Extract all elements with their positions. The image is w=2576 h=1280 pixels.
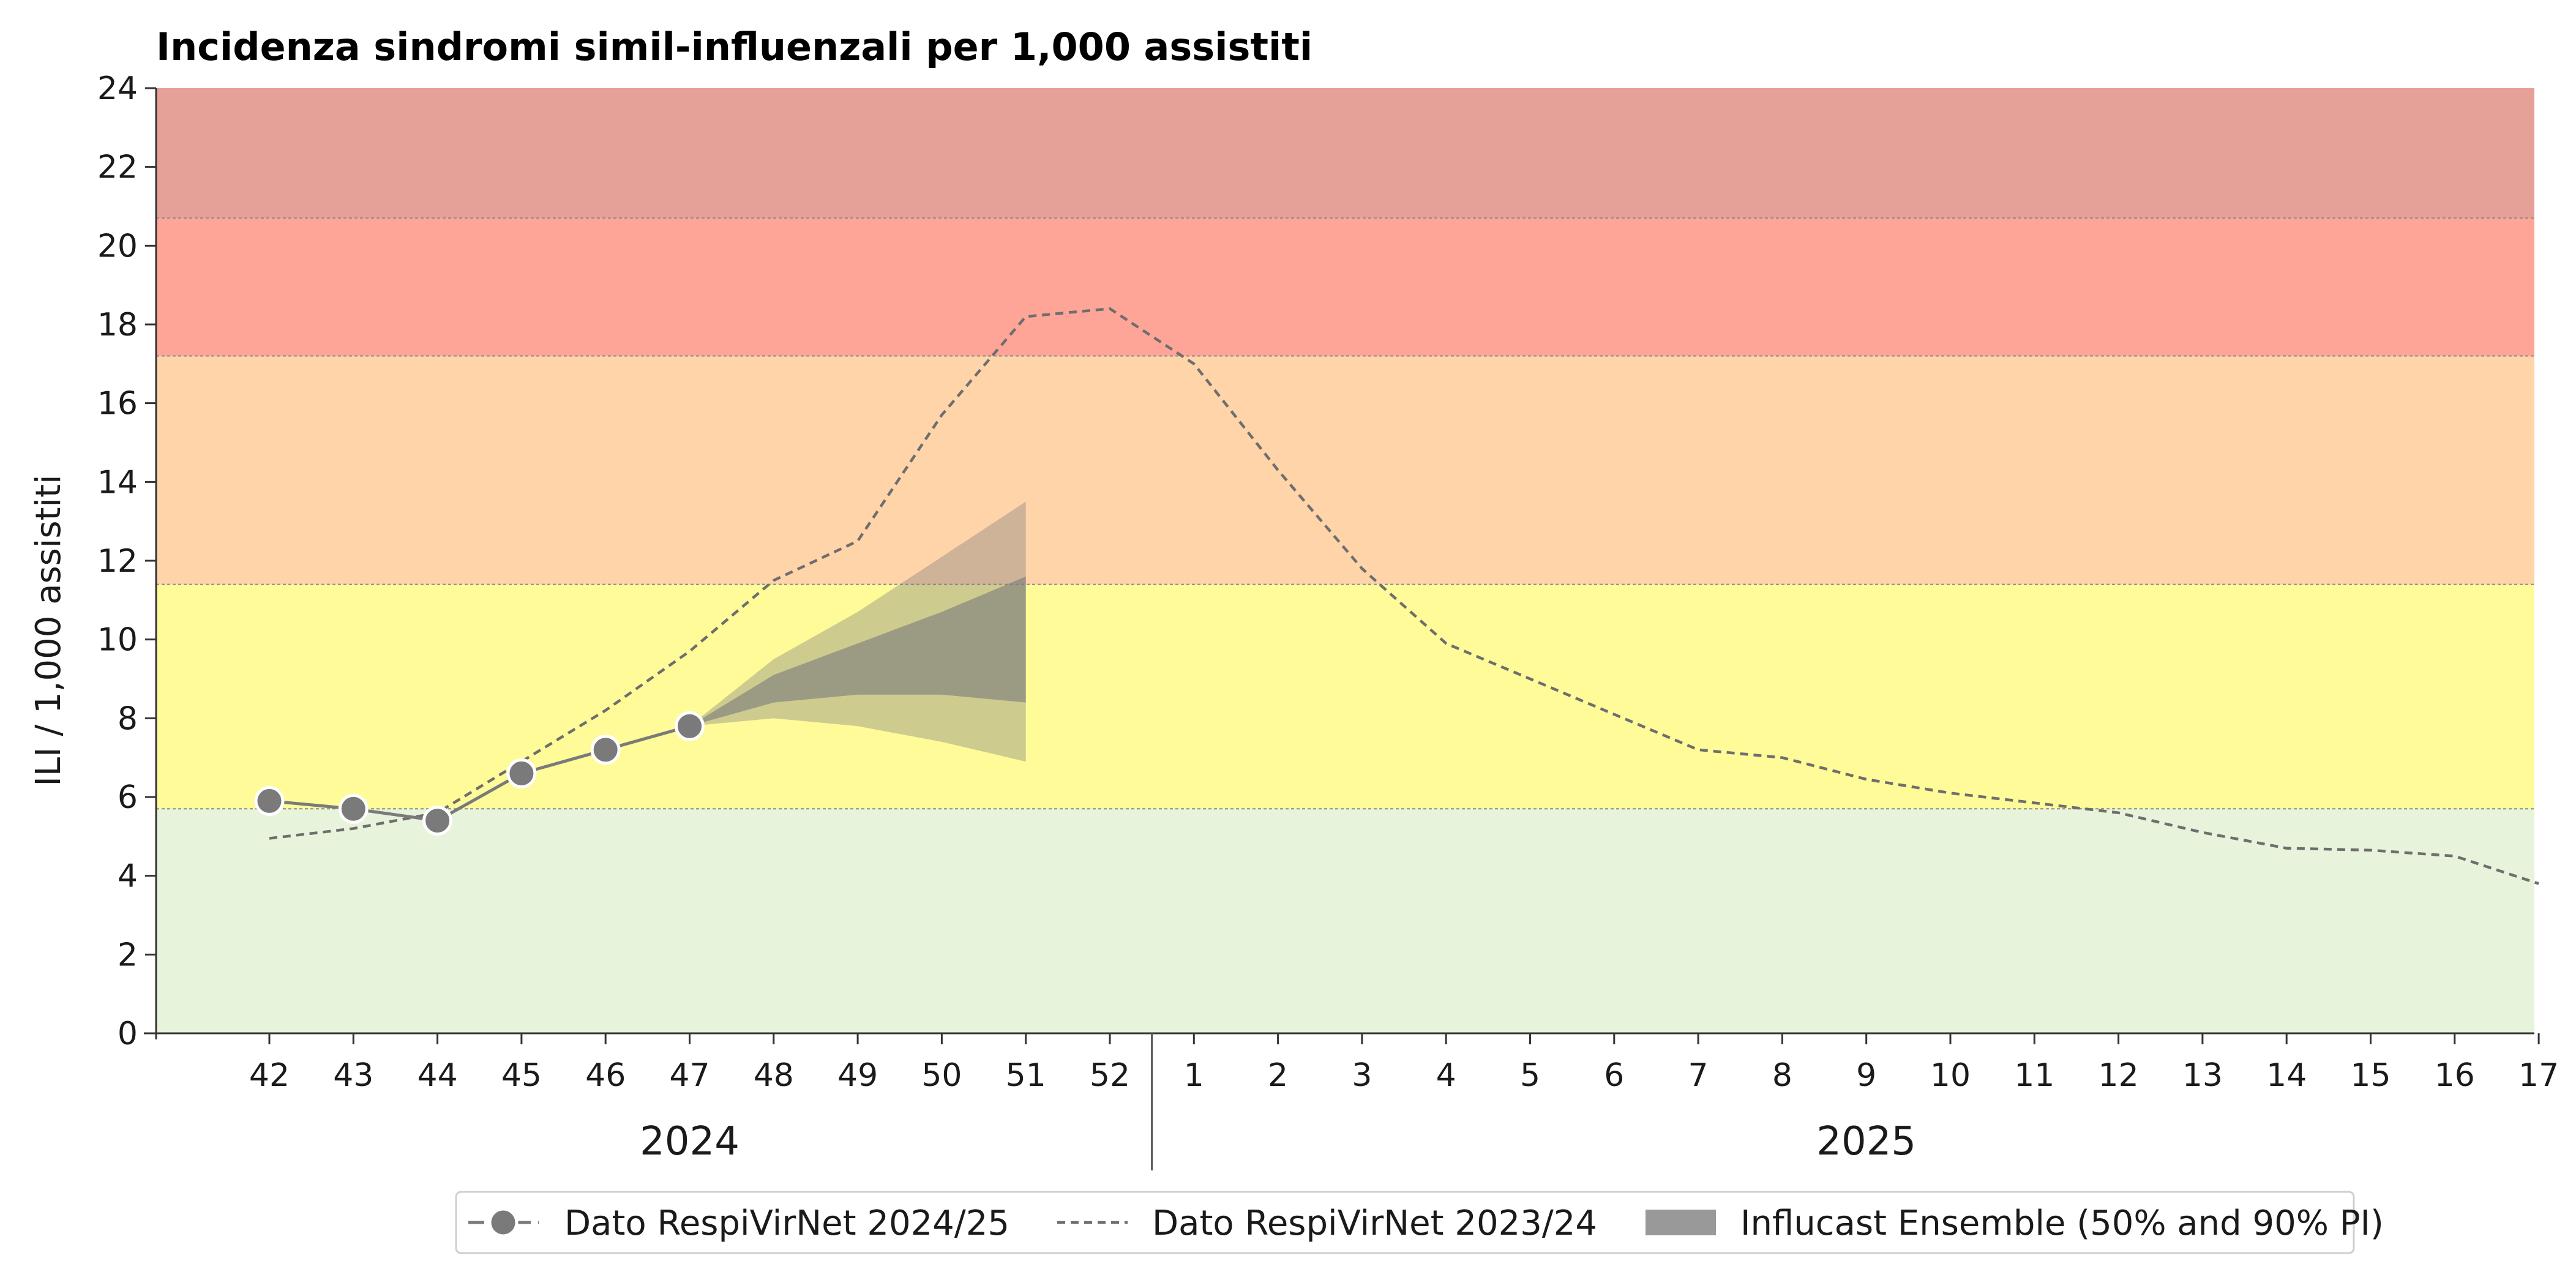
x-tick-label: 10 <box>1930 1057 1971 1094</box>
series-2023-24 <box>269 307 2539 885</box>
y-axis-label: ILI / 1,000 assistiti <box>29 474 69 786</box>
x-tick-label: 51 <box>1006 1057 1046 1094</box>
x-tick-label: 1 <box>1184 1057 1204 1094</box>
series-2024-25 <box>254 711 705 836</box>
x-tick-label: 4 <box>1436 1057 1456 1094</box>
intensity-band-0 <box>156 809 2534 1033</box>
x-tick-label: 44 <box>417 1057 458 1094</box>
x-tick-label: 47 <box>669 1057 710 1094</box>
x-tick-label: 17 <box>2518 1057 2559 1094</box>
x-tick-label: 12 <box>2099 1057 2139 1094</box>
y-tick-label: 18 <box>97 307 138 343</box>
x-tick-label: 45 <box>501 1057 542 1094</box>
y-tick-label: 0 <box>118 1016 138 1052</box>
intensity-band-1 <box>156 584 2534 809</box>
data-point-week-43 <box>338 793 369 824</box>
year-label-2025: 2025 <box>1816 1119 1916 1164</box>
data-point-week-45 <box>506 758 537 788</box>
intensity-band-4 <box>156 88 2534 219</box>
legend-swatch-forecast <box>1646 1210 1716 1235</box>
intensity-band-3 <box>156 218 2534 356</box>
y-tick-label: 22 <box>97 149 138 186</box>
data-point-week-42 <box>254 785 285 816</box>
forecast-bands <box>689 501 1026 762</box>
x-tick-label: 43 <box>333 1057 373 1094</box>
data-point-week-46 <box>590 735 621 765</box>
x-tick-label: 3 <box>1352 1057 1372 1094</box>
data-point-week-47 <box>675 711 705 741</box>
y-tick-label: 8 <box>118 700 138 737</box>
legend-label-2024-25: Dato RespiVirNet 2024/25 <box>564 1203 1009 1243</box>
x-tick-label: 11 <box>2014 1057 2054 1094</box>
legend-label-forecast: Influcast Ensemble (50% and 90% PI) <box>1740 1203 2384 1243</box>
y-tick-label: 12 <box>97 543 138 580</box>
y-tick-label: 10 <box>97 622 138 659</box>
x-tick-label: 7 <box>1688 1057 1709 1094</box>
legend: Dato RespiVirNet 2024/25 Dato RespiVirNet… <box>455 1191 2384 1254</box>
y-tick-label: 24 <box>97 70 138 107</box>
intensity-band-2 <box>156 356 2534 585</box>
year-label-2024: 2024 <box>640 1119 739 1164</box>
x-tick-label: 9 <box>1856 1057 1876 1094</box>
x-tick-label: 5 <box>1520 1057 1540 1094</box>
x-tick-label: 46 <box>585 1057 626 1094</box>
y-tick-label: 6 <box>118 779 138 816</box>
forecast-band-50 <box>689 576 1026 727</box>
x-tick-label: 50 <box>921 1057 962 1094</box>
legend-label-2023-24: Dato RespiVirNet 2023/24 <box>1152 1203 1597 1243</box>
data-point-week-44 <box>422 806 453 836</box>
x-tick-label: 52 <box>1090 1057 1130 1094</box>
x-tick-label: 14 <box>2266 1057 2307 1094</box>
x-tick-label: 16 <box>2435 1057 2475 1094</box>
y-tick-label: 16 <box>97 386 138 422</box>
legend-marker-2024-25 <box>488 1207 519 1238</box>
intensity-bands <box>156 88 2534 1033</box>
x-tick-label: 6 <box>1604 1057 1624 1094</box>
y-tick-label: 14 <box>97 464 138 501</box>
y-tick-label: 20 <box>97 228 138 264</box>
y-tick-label: 2 <box>118 937 138 973</box>
x-tick-label: 15 <box>2350 1057 2391 1094</box>
chart-title: Incidenza sindromi simil-influenzali per… <box>156 24 1312 69</box>
x-tick-label: 13 <box>2182 1057 2223 1094</box>
y-tick-label: 4 <box>118 858 138 895</box>
series-line-2023-24 <box>269 307 2539 885</box>
x-tick-label: 8 <box>1772 1057 1792 1094</box>
x-tick-label: 48 <box>754 1057 794 1094</box>
x-tick-label: 42 <box>249 1057 290 1094</box>
x-tick-label: 49 <box>837 1057 878 1094</box>
legend-box <box>455 1191 2355 1254</box>
x-tick-label: 2 <box>1268 1057 1288 1094</box>
